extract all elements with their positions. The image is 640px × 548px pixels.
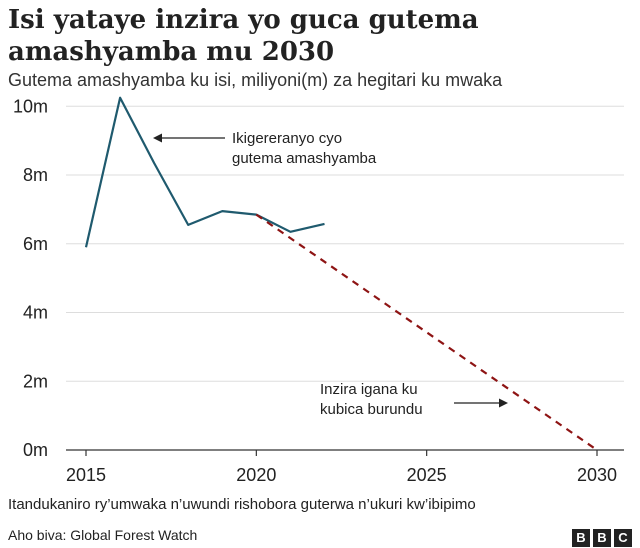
logo-letter-b1: B <box>572 529 590 547</box>
x-tick-label: 2015 <box>66 465 106 485</box>
y-tick-label: 0m <box>23 440 48 460</box>
y-tick-labels: 0m 2m 4m 6m 8m 10m <box>13 96 48 460</box>
bbc-logo: B B C <box>572 529 632 547</box>
series <box>84 96 598 451</box>
annotations: Ikigereranyo cyo gutema amashyamba Inzir… <box>153 130 508 418</box>
y-tick-label: 6m <box>23 234 48 254</box>
annotation-path-line-1: Inzira igana ku <box>320 381 418 398</box>
x-tick-label: 2025 <box>407 465 447 485</box>
source-note: Aho biva: Global Forest Watch <box>8 527 198 543</box>
y-tick-label: 4m <box>23 303 48 323</box>
y-tick-label: 10m <box>13 96 48 116</box>
chart-title: Isi yataye inzira yo guca gutema amashya… <box>8 5 479 67</box>
y-tick-label: 8m <box>23 165 48 185</box>
footnote: Itandukaniro ry’umwaka n’uwundi rishobor… <box>8 496 476 513</box>
gridlines <box>66 105 624 451</box>
annotation-path: Inzira igana ku kubica burundu <box>320 381 423 418</box>
x-tick-label: 2030 <box>577 465 617 485</box>
deforestation-series-line <box>84 96 325 248</box>
annotation-path-line-2: kubica burundu <box>320 401 423 418</box>
chart-subtitle: Gutema amashyamba ku isi, miliyoni(m) za… <box>8 70 503 90</box>
x-ticks: 2015 2020 2025 2030 <box>66 450 617 485</box>
logo-letter-b2: B <box>593 529 611 547</box>
annotation-estimate-line-2: gutema amashyamba <box>232 150 377 167</box>
annotation-estimate-line-1: Ikigereranyo cyo <box>232 130 342 147</box>
logo-letter-c: C <box>614 529 632 547</box>
x-tick-label: 2020 <box>236 465 276 485</box>
target-path-line <box>255 213 598 451</box>
annotation-estimate: Ikigereranyo cyo gutema amashyamba <box>232 130 377 167</box>
annotation-path-arrowhead <box>499 398 508 408</box>
annotation-estimate-arrowhead <box>153 133 162 143</box>
y-tick-label: 2m <box>23 371 48 391</box>
